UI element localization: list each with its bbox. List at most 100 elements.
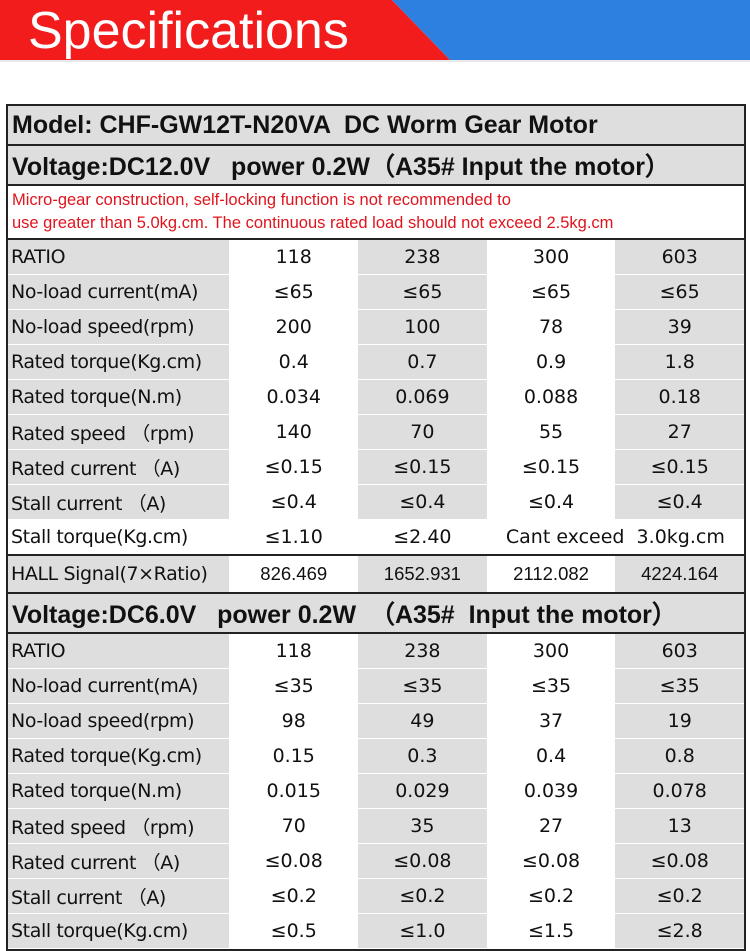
row-label: Stall current （A) <box>8 485 230 519</box>
row-label: Rated torque(Kg.cm) <box>8 345 230 379</box>
table-row: Rated current （A) ≤0.15 ≤0.15 ≤0.15 ≤0.15 <box>8 450 745 485</box>
table-cell: ≤0.5 <box>229 914 359 948</box>
row-label: No-load current(mA) <box>8 669 230 703</box>
table-cell: 140 <box>229 415 359 449</box>
table-cell: 0.069 <box>358 380 487 414</box>
table-cell: ≤0.08 <box>358 844 487 878</box>
row-label: Rated speed （rpm) <box>8 415 230 449</box>
table-row: Rated speed （rpm) 140 70 55 27 <box>8 415 745 450</box>
table-cell: 70 <box>358 415 487 449</box>
row-label: Rated current （A) <box>8 450 230 484</box>
hall-cell-238: 1652.931 <box>358 556 487 592</box>
table-cell: ≤0.15 <box>229 450 359 484</box>
model-row: Model: CHF-GW12T-N20VA DC Worm Gear Moto… <box>8 106 744 146</box>
row-label: Stall torque(Kg.cm) <box>8 914 230 948</box>
row-label: No-load speed(rpm) <box>8 704 230 738</box>
table-cell: 0.4 <box>486 739 616 773</box>
spec-table: Model: CHF-GW12T-N20VA DC Worm Gear Moto… <box>6 104 746 951</box>
table-cell: 0.078 <box>615 774 745 808</box>
table-cell: 238 <box>358 240 487 274</box>
voltage-6v-header: Voltage:DC6.0V power 0.2W （A35# Input th… <box>8 594 744 634</box>
cell-merged-limit: Cant exceed 3.0kg.cm <box>486 520 745 554</box>
table-cell: 0.034 <box>229 380 359 414</box>
table-cell: 49 <box>358 704 487 738</box>
table-cell: 0.4 <box>229 345 359 379</box>
row-label: No-load speed(rpm) <box>8 310 230 344</box>
hall-cell-300: 2112.082 <box>486 556 616 592</box>
table-row: Stall current （A) ≤0.2 ≤0.2 ≤0.2 ≤0.2 <box>8 879 745 914</box>
hall-cell-603: 4224.164 <box>615 556 745 592</box>
table-cell: 118 <box>229 634 359 668</box>
cell-ratio-238: ≤2.40 <box>358 520 487 554</box>
table-cell: ≤65 <box>615 275 745 309</box>
table-cell: 0.039 <box>486 774 616 808</box>
table-cell: 200 <box>229 310 359 344</box>
row-label: Stall current （A) <box>8 879 230 913</box>
table-cell: ≤0.15 <box>358 450 487 484</box>
table-cell: 27 <box>486 809 616 843</box>
row-label: Rated torque(N.m) <box>8 774 230 808</box>
cell-ratio-118: ≤1.10 <box>229 520 359 554</box>
table-cell: ≤0.08 <box>615 844 745 878</box>
row-label: Rated speed （rpm) <box>8 809 230 843</box>
row-label: Rated current （A) <box>8 844 230 878</box>
table-cell: 98 <box>229 704 359 738</box>
table-cell: 19 <box>615 704 745 738</box>
table-cell: 300 <box>486 634 616 668</box>
table-cell: ≤0.4 <box>615 485 745 519</box>
table-cell: ≤0.15 <box>615 450 745 484</box>
table-cell: ≤65 <box>358 275 487 309</box>
table-12v: RATIO 118 238 300 603 No-load current(mA) ≤65 ≤… <box>8 240 745 520</box>
row-label: Rated torque(N.m) <box>8 380 230 414</box>
table-cell: ≤0.2 <box>615 879 745 913</box>
table-cell: ≤0.2 <box>486 879 616 913</box>
table-cell: 0.18 <box>615 380 745 414</box>
hall-cell-118: 826.469 <box>229 556 359 592</box>
table-cell: 0.3 <box>358 739 487 773</box>
voltage-12v-title: Voltage:DC12.0V power 0.2W（A35# Input th… <box>12 153 670 181</box>
table-row: No-load current(mA) ≤35 ≤35 ≤35 ≤35 <box>8 669 745 704</box>
table-cell: ≤0.2 <box>358 879 487 913</box>
row-label: Rated torque(Kg.cm) <box>8 739 230 773</box>
table-row: Rated speed （rpm) 70 35 27 13 <box>8 809 745 844</box>
banner-red-shape <box>0 0 452 62</box>
table-cell: 0.8 <box>615 739 745 773</box>
table-cell: 27 <box>615 415 745 449</box>
banner-blue-shape <box>392 0 750 62</box>
table-cell: ≤35 <box>358 669 487 703</box>
table-row: RATIO 118 238 300 603 <box>8 634 745 669</box>
table-cell: ≤35 <box>486 669 616 703</box>
table-cell: ≤0.08 <box>229 844 359 878</box>
table-row: No-load speed(rpm) 200 100 78 39 <box>8 310 745 345</box>
table-row: Stall torque(Kg.cm) ≤0.5 ≤1.0 ≤1.5 ≤2.8 <box>8 914 745 949</box>
table-row: Rated torque(Kg.cm) 0.4 0.7 0.9 1.8 <box>8 345 745 380</box>
row-label: HALL Signal(7×Ratio) <box>8 556 230 592</box>
row-label: RATIO <box>8 634 230 668</box>
table-cell: 78 <box>486 310 616 344</box>
voltage-6v-title: Voltage:DC6.0V power 0.2W （A35# Input th… <box>12 601 677 629</box>
row-label: No-load current(mA) <box>8 275 230 309</box>
table-cell: ≤65 <box>229 275 359 309</box>
banner-title: Specifications <box>28 2 349 60</box>
table-cell: 0.088 <box>486 380 616 414</box>
table-cell: ≤0.2 <box>229 879 359 913</box>
table-cell: 55 <box>486 415 616 449</box>
specifications-banner: Specifications <box>0 0 750 62</box>
model-title: Model: CHF-GW12T-N20VA DC Worm Gear Moto… <box>12 110 598 139</box>
table-row: RATIO 118 238 300 603 <box>8 240 745 275</box>
table-cell: ≤2.8 <box>615 914 745 948</box>
table-cell: ≤0.4 <box>229 485 359 519</box>
table-cell: 70 <box>229 809 359 843</box>
table-row: Stall current （A) ≤0.4 ≤0.4 ≤0.4 ≤0.4 <box>8 485 745 520</box>
table-cell: 300 <box>486 240 616 274</box>
table-row: Rated current （A) ≤0.08 ≤0.08 ≤0.08 ≤0.08 <box>8 844 745 879</box>
table-cell: 1.8 <box>615 345 745 379</box>
table-cell: 39 <box>615 310 745 344</box>
table-cell: 0.015 <box>229 774 359 808</box>
table-cell: ≤0.15 <box>486 450 616 484</box>
table-cell: 35 <box>358 809 487 843</box>
table-row: No-load current(mA) ≤65 ≤65 ≤65 ≤65 <box>8 275 745 310</box>
table-cell: 0.029 <box>358 774 487 808</box>
table-cell: 238 <box>358 634 487 668</box>
table-row: Rated torque(Kg.cm) 0.15 0.3 0.4 0.8 <box>8 739 745 774</box>
